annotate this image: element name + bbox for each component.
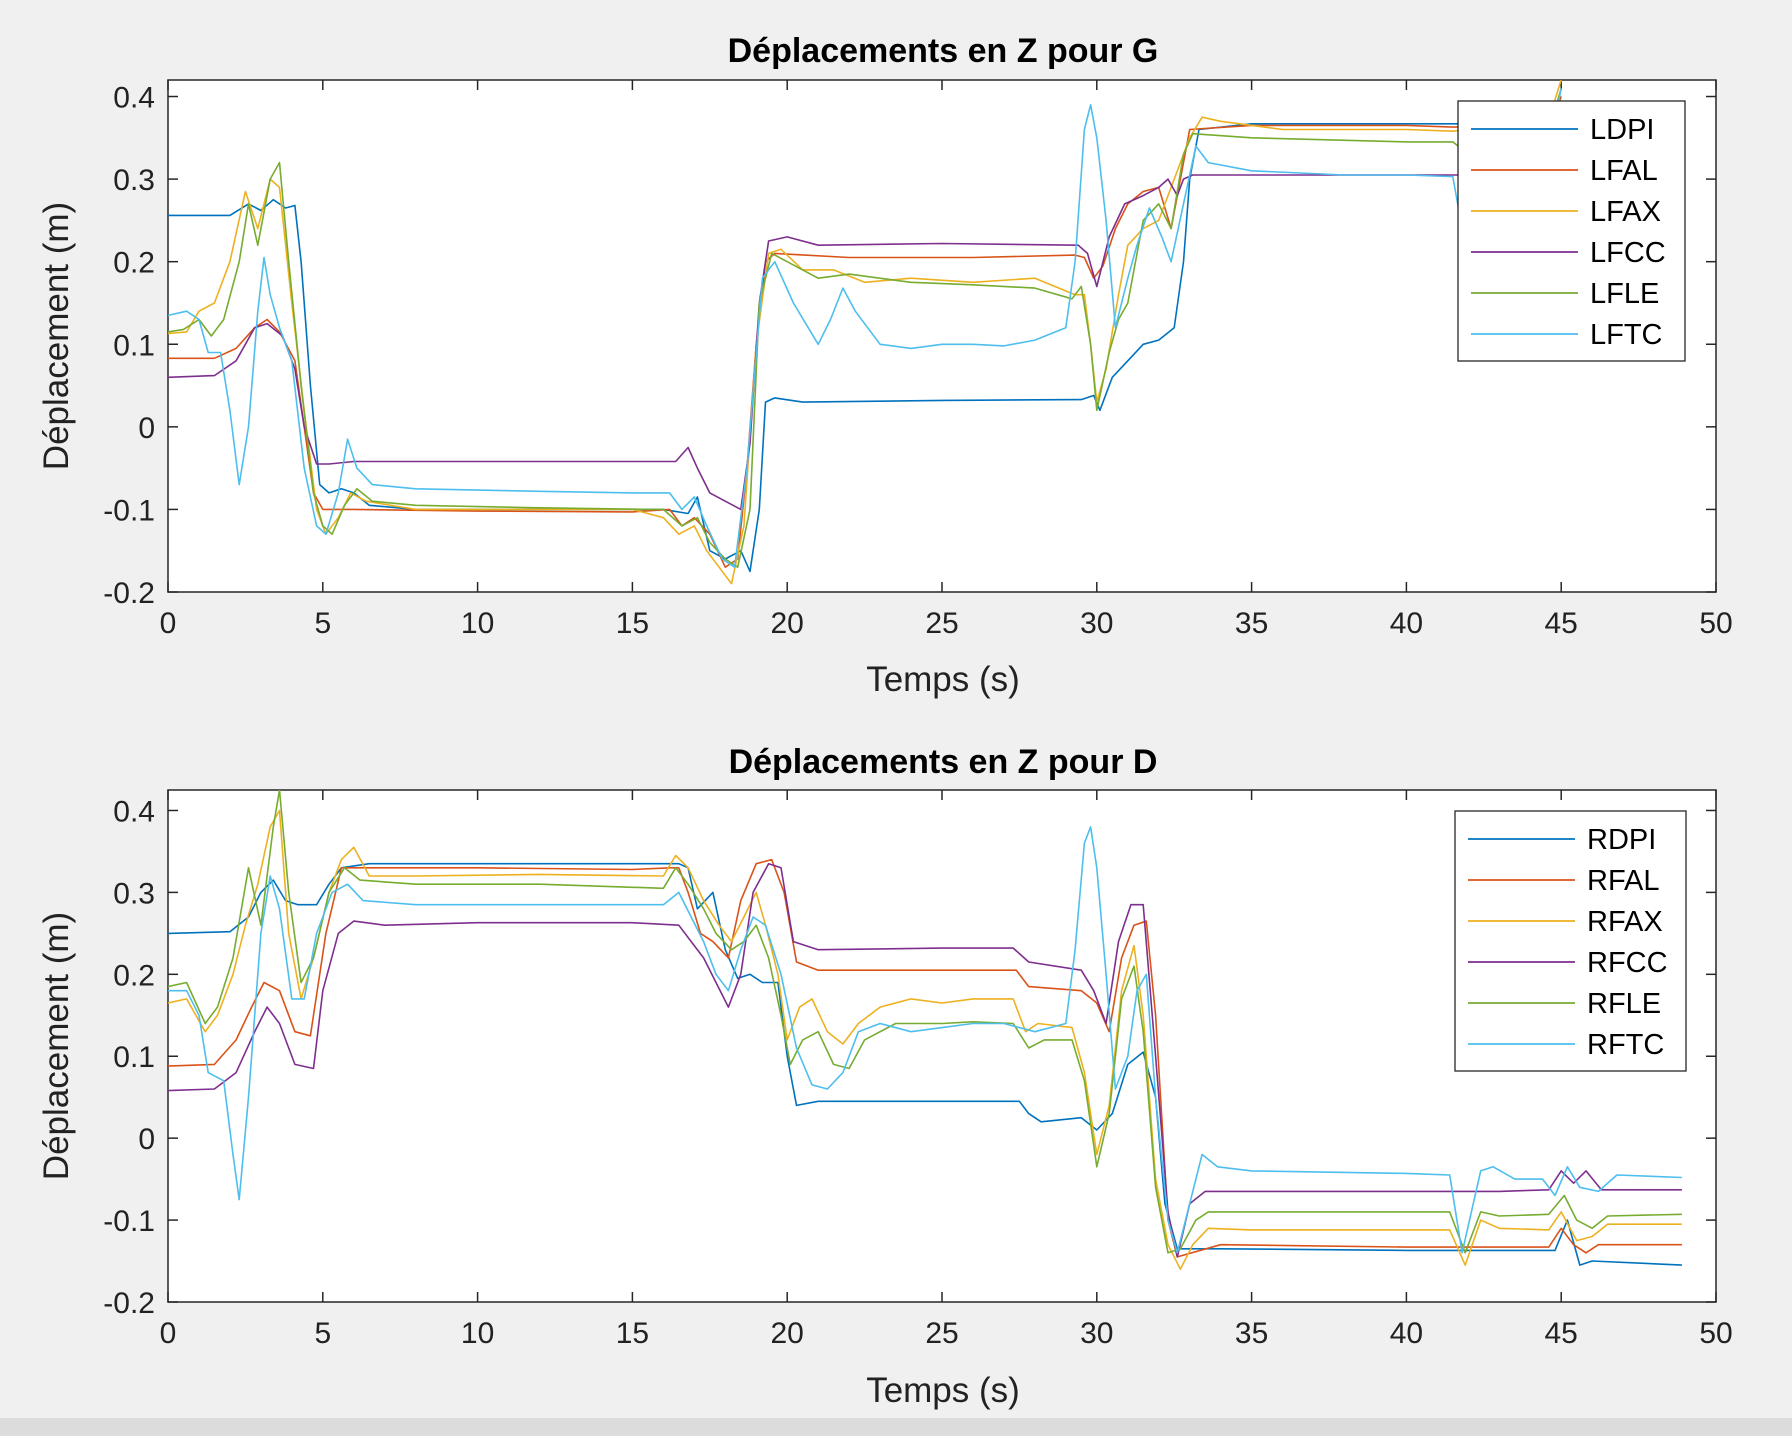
x-tick-label: 20	[771, 1317, 804, 1350]
series-group	[168, 80, 1562, 585]
legend-label: RFCC	[1587, 947, 1668, 979]
y-axis-label: Déplacement (m)	[37, 912, 76, 1180]
legend-label: RFTC	[1587, 1029, 1664, 1061]
series-line-rfcc	[168, 862, 1682, 1258]
plot-title: Déplacements en Z pour G	[728, 32, 1159, 70]
series-line-ldpi	[168, 96, 1562, 573]
x-tick-label: 0	[160, 1317, 177, 1350]
subplot-d: Déplacements en Z pour D 0 5 10 15 20 25 30 35 4…	[37, 743, 1733, 1410]
series-line-lfle	[168, 88, 1562, 568]
legend-box	[1457, 100, 1686, 362]
tick-group: 0 5 10 15 20 25 30 35 40 45 50 -0.2 -0.1 0 0.1 0.2 0.3 0.…	[103, 790, 1733, 1350]
y-tick-label: -0.1	[103, 494, 155, 527]
y-tick-label: 0.2	[113, 959, 155, 992]
legend[interactable]: LDPI LFAL LFAX LFCC LFLE LFTC	[1457, 100, 1686, 362]
x-tick-label: 10	[461, 1317, 494, 1350]
legend-box	[1454, 810, 1687, 1072]
y-tick-label: 0.3	[113, 164, 155, 197]
y-tick-label: 0	[138, 1123, 155, 1156]
series-line-rfal	[168, 858, 1682, 1258]
x-tick-label: 25	[925, 1317, 958, 1350]
legend-label: RFLE	[1587, 988, 1661, 1020]
y-axis-label: Déplacement (m)	[37, 202, 76, 470]
legend-label: RFAL	[1587, 865, 1660, 897]
legend-label: RFAX	[1587, 906, 1663, 938]
y-tick-label: 0.2	[113, 247, 155, 280]
x-tick-label: 5	[314, 1317, 331, 1350]
y-tick-label: 0.1	[113, 329, 155, 362]
x-tick-label: 20	[771, 607, 804, 640]
x-tick-label: 5	[314, 607, 331, 640]
x-tick-label: 45	[1545, 607, 1578, 640]
subplot-g: Déplacements en Z pour G 0 5 10 15 20 25 30 35 4…	[37, 32, 1733, 699]
x-tick-label: 30	[1080, 607, 1113, 640]
x-tick-label: 35	[1235, 1317, 1268, 1350]
series-line-lfax	[168, 80, 1562, 585]
series-line-lftc	[168, 88, 1562, 568]
x-axis-label: Temps (s)	[866, 1371, 1020, 1410]
x-tick-label: 50	[1699, 607, 1732, 640]
y-tick-label: -0.2	[103, 577, 155, 610]
legend-label: LFAL	[1590, 155, 1658, 187]
figure-bottom-strip	[0, 1418, 1792, 1436]
y-tick-label: 0.3	[113, 877, 155, 910]
x-tick-label: 50	[1699, 1317, 1732, 1350]
legend-label: RDPI	[1587, 824, 1656, 856]
x-tick-label: 45	[1545, 1317, 1578, 1350]
x-axis-label: Temps (s)	[866, 660, 1020, 699]
series-line-rfle	[168, 790, 1682, 1254]
y-tick-label: -0.1	[103, 1205, 155, 1238]
x-tick-label: 30	[1080, 1317, 1113, 1350]
x-tick-label: 40	[1390, 607, 1423, 640]
y-tick-label: -0.2	[103, 1287, 155, 1320]
x-tick-label: 25	[925, 607, 958, 640]
x-tick-label: 35	[1235, 607, 1268, 640]
x-tick-label: 0	[160, 607, 177, 640]
legend-label: LFLE	[1590, 278, 1659, 310]
legend-label: LDPI	[1590, 114, 1654, 146]
y-tick-label: 0	[138, 412, 155, 445]
x-tick-label: 15	[616, 1317, 649, 1350]
y-tick-label: 0.1	[113, 1041, 155, 1074]
series-line-rftc	[168, 826, 1682, 1254]
legend[interactable]: RDPI RFAL RFAX RFCC RFLE RFTC	[1454, 810, 1687, 1072]
y-tick-label: 0.4	[113, 82, 155, 115]
legend-label: LFAX	[1590, 196, 1661, 228]
tick-group: 0 5 10 15 20 25 30 35 40 45 50 -0.2 -0.1 0 0.1 0.2 0.3 0.…	[103, 80, 1733, 640]
legend-label: LFTC	[1590, 319, 1663, 351]
x-tick-label: 40	[1390, 1317, 1423, 1350]
y-tick-label: 0.4	[113, 795, 155, 828]
x-tick-label: 10	[461, 607, 494, 640]
plot-title: Déplacements en Z pour D	[729, 743, 1158, 781]
legend-label: LFCC	[1590, 237, 1666, 269]
x-tick-label: 15	[616, 607, 649, 640]
series-group	[168, 790, 1682, 1270]
